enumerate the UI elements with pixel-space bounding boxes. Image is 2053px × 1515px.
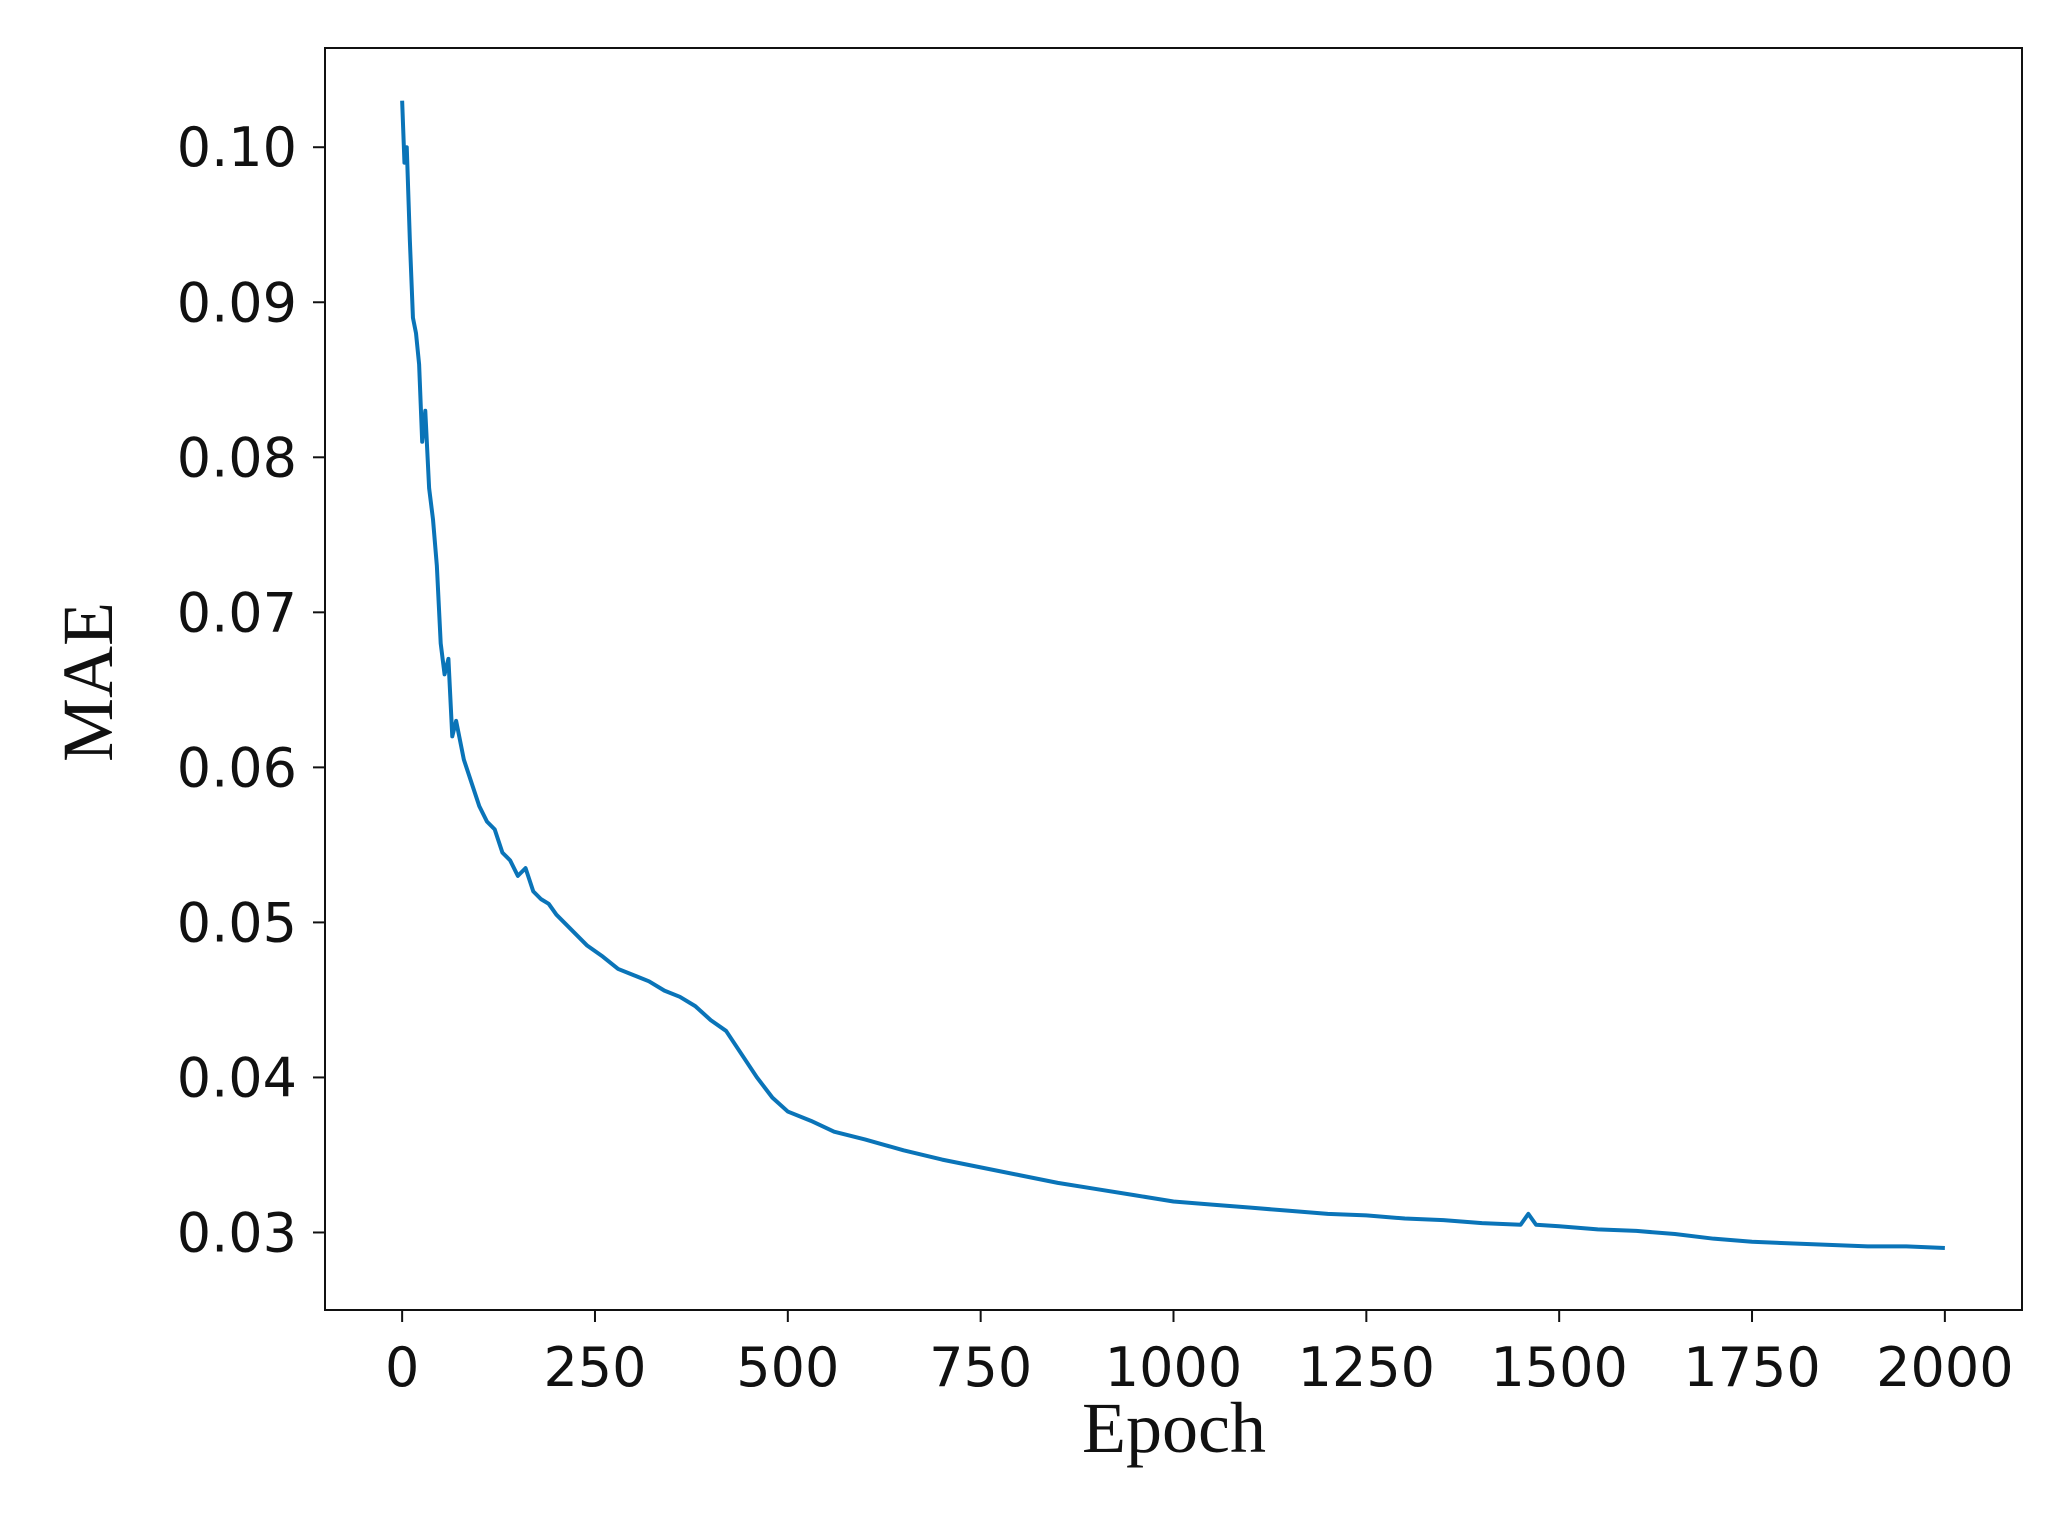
x-tick-label: 500	[736, 1336, 839, 1399]
y-tick-label: 0.07	[177, 581, 297, 644]
x-tick-label: 1000	[1105, 1336, 1242, 1399]
x-tick-label: 0	[385, 1336, 419, 1399]
x-tick-label: 2000	[1876, 1336, 2013, 1399]
y-tick-label: 0.05	[177, 891, 297, 954]
line	[400, 100, 1945, 1250]
x-tick-label: 250	[543, 1336, 646, 1399]
y-tick-label: 0.06	[177, 736, 297, 799]
x-tick-label: 1500	[1490, 1336, 1627, 1399]
plot-frame	[324, 47, 2023, 1311]
x-tick-label: 750	[929, 1336, 1032, 1399]
x-axis-label: Epoch	[1082, 1388, 1266, 1468]
y-axis-label: MAE	[48, 602, 128, 762]
x-tick-label: 1750	[1683, 1336, 1820, 1399]
y-tick-label: 0.09	[177, 271, 297, 334]
y-tick-label: 0.04	[177, 1046, 297, 1109]
x-tick-label: 1250	[1298, 1336, 1435, 1399]
y-tick-label: 0.03	[177, 1201, 297, 1264]
y-tick-label: 0.08	[177, 426, 297, 489]
y-tick-label: 0.10	[177, 116, 297, 179]
